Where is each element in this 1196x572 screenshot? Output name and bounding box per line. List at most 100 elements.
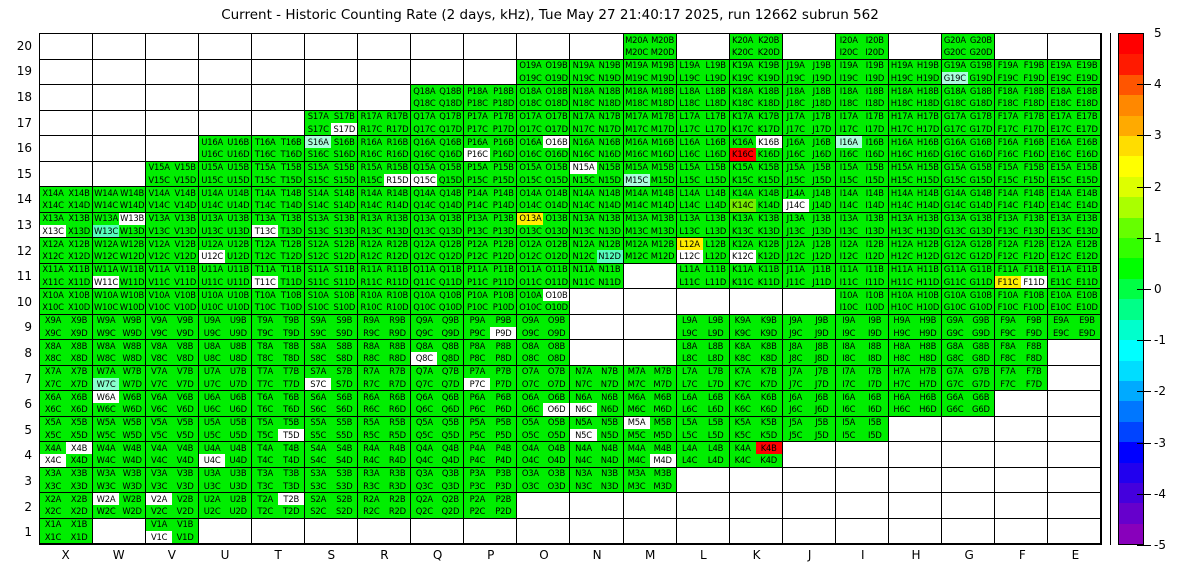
pmt-X13D[interactable]: X13D: [66, 224, 93, 237]
pmt-P14B[interactable]: P14B: [490, 187, 517, 200]
pmt-Q4B[interactable]: Q4B: [437, 442, 464, 455]
pmt-X11C[interactable]: X11C: [40, 275, 67, 288]
module-cell-O10[interactable]: O10A O10B O10C O10D: [517, 289, 571, 315]
pmt-T7C[interactable]: T7C: [252, 377, 279, 390]
module-cell-E14[interactable]: E14A E14B E14C E14D: [1047, 187, 1101, 213]
pmt-Q18C[interactable]: Q18C: [411, 97, 438, 110]
pmt-W2A[interactable]: W2A: [93, 493, 120, 506]
module-cell-O18[interactable]: O18A O18B O18C O18D: [517, 85, 571, 111]
pmt-S9C[interactable]: S9C: [305, 326, 332, 339]
pmt-T7B[interactable]: T7B: [278, 365, 305, 378]
module-cell-V12[interactable]: V12A V12B V12C V12D: [146, 238, 200, 264]
pmt-K17A[interactable]: K17A: [729, 110, 756, 123]
module-cell-G10[interactable]: G10A G10B G10C G10D: [941, 289, 995, 315]
pmt-P10B[interactable]: P10B: [490, 289, 517, 302]
module-cell-N14[interactable]: N14A N14B N14C N14D: [570, 187, 624, 213]
pmt-R11C[interactable]: R11C: [358, 275, 385, 288]
module-cell-H11[interactable]: H11A H11B H11C H11D: [888, 263, 942, 289]
pmt-H7C[interactable]: H7C: [888, 377, 915, 390]
pmt-Q11A[interactable]: Q11A: [411, 263, 438, 276]
pmt-I5D[interactable]: I5D: [861, 428, 888, 441]
pmt-G18D[interactable]: G18D: [967, 97, 994, 110]
pmt-H11C[interactable]: H11C: [888, 275, 915, 288]
pmt-V10A[interactable]: V10A: [146, 289, 173, 302]
pmt-I8D[interactable]: I8D: [861, 352, 888, 365]
pmt-F14B[interactable]: F14B: [1020, 187, 1047, 200]
pmt-E19D[interactable]: E19D: [1073, 71, 1100, 84]
module-cell-U8[interactable]: U8A U8B U8C U8D: [199, 340, 253, 366]
pmt-V1C[interactable]: V1C: [146, 530, 173, 543]
pmt-O8B[interactable]: O8B: [543, 340, 570, 353]
pmt-M12C[interactable]: M12C: [623, 250, 650, 263]
pmt-M19B[interactable]: M19B: [649, 59, 676, 72]
pmt-U7A[interactable]: U7A: [199, 365, 226, 378]
pmt-F17A[interactable]: F17A: [994, 110, 1021, 123]
pmt-L13D[interactable]: L13D: [702, 224, 729, 237]
pmt-R15B[interactable]: R15B: [384, 161, 411, 174]
pmt-K18B[interactable]: K18B: [755, 85, 782, 98]
module-cell-P3[interactable]: P3A P3B P3C P3D: [464, 467, 518, 493]
pmt-N17A[interactable]: N17A: [570, 110, 597, 123]
pmt-X8A[interactable]: X8A: [40, 340, 67, 353]
pmt-E18A[interactable]: E18A: [1047, 85, 1074, 98]
pmt-P9B[interactable]: P9B: [490, 314, 517, 327]
pmt-G10D[interactable]: G10D: [967, 301, 994, 314]
pmt-W8D[interactable]: W8D: [119, 352, 146, 365]
module-cell-I15[interactable]: I15A I15B I15C I15D: [835, 161, 889, 187]
module-cell-S8[interactable]: S8A S8B S8C S8D: [305, 340, 359, 366]
pmt-U14C[interactable]: U14C: [199, 199, 226, 212]
pmt-H10D[interactable]: H10D: [914, 301, 941, 314]
pmt-F19B[interactable]: F19B: [1020, 59, 1047, 72]
module-cell-M15[interactable]: M15A M15B M15C M15D: [623, 161, 677, 187]
pmt-H15B[interactable]: H15B: [914, 161, 941, 174]
pmt-I6C[interactable]: I6C: [835, 403, 862, 416]
pmt-E13D[interactable]: E13D: [1073, 224, 1100, 237]
pmt-P11D[interactable]: P11D: [490, 275, 517, 288]
pmt-W12B[interactable]: W12B: [119, 238, 146, 251]
pmt-M17D[interactable]: M17D: [649, 122, 676, 135]
pmt-V15D[interactable]: V15D: [172, 173, 199, 186]
pmt-Q6A[interactable]: Q6A: [411, 391, 438, 404]
module-cell-F17[interactable]: F17A F17B F17C F17D: [994, 110, 1048, 136]
pmt-K19B[interactable]: K19B: [755, 59, 782, 72]
pmt-P7C[interactable]: P7C: [464, 377, 491, 390]
pmt-N14B[interactable]: N14B: [596, 187, 623, 200]
module-cell-Q17[interactable]: Q17A Q17B Q17C Q17D: [411, 110, 465, 136]
pmt-I11D[interactable]: I11D: [861, 275, 888, 288]
pmt-O15D[interactable]: O15D: [543, 173, 570, 186]
pmt-R2D[interactable]: R2D: [384, 505, 411, 518]
pmt-E17A[interactable]: E17A: [1047, 110, 1074, 123]
pmt-N13A[interactable]: N13A: [570, 212, 597, 225]
pmt-I5C[interactable]: I5C: [835, 428, 862, 441]
pmt-U9A[interactable]: U9A: [199, 314, 226, 327]
module-cell-X9[interactable]: X9A X9B X9C X9D: [40, 314, 94, 340]
module-cell-W2[interactable]: W2A W2B W2C W2D: [93, 493, 147, 519]
pmt-Q17D[interactable]: Q17D: [437, 122, 464, 135]
pmt-E17D[interactable]: E17D: [1073, 122, 1100, 135]
pmt-L8A[interactable]: L8A: [676, 340, 703, 353]
pmt-V5A[interactable]: V5A: [146, 416, 173, 429]
pmt-X3C[interactable]: X3C: [40, 479, 67, 492]
pmt-L17B[interactable]: L17B: [702, 110, 729, 123]
pmt-I17A[interactable]: I17A: [835, 110, 862, 123]
pmt-N4C[interactable]: N4C: [570, 454, 597, 467]
pmt-O4C[interactable]: O4C: [517, 454, 544, 467]
pmt-Q16B[interactable]: Q16B: [437, 136, 464, 149]
pmt-Q10B[interactable]: Q10B: [437, 289, 464, 302]
pmt-N16A[interactable]: N16A: [570, 136, 597, 149]
pmt-M16A[interactable]: M16A: [623, 136, 650, 149]
module-cell-T11[interactable]: T11A T11B T11C T11D: [252, 263, 306, 289]
pmt-H17B[interactable]: H17B: [914, 110, 941, 123]
module-cell-T9[interactable]: T9A T9B T9C T9D: [252, 314, 306, 340]
pmt-G15A[interactable]: G15A: [941, 161, 968, 174]
pmt-P5A[interactable]: P5A: [464, 416, 491, 429]
pmt-T16A[interactable]: T16A: [252, 136, 279, 149]
pmt-J17B[interactable]: J17B: [808, 110, 835, 123]
pmt-T3C[interactable]: T3C: [252, 479, 279, 492]
pmt-R6D[interactable]: R6D: [384, 403, 411, 416]
pmt-J9D[interactable]: J9D: [808, 326, 835, 339]
pmt-H17C[interactable]: H17C: [888, 122, 915, 135]
pmt-Q14A[interactable]: Q14A: [411, 187, 438, 200]
pmt-V9D[interactable]: V9D: [172, 326, 199, 339]
pmt-U11D[interactable]: U11D: [225, 275, 252, 288]
